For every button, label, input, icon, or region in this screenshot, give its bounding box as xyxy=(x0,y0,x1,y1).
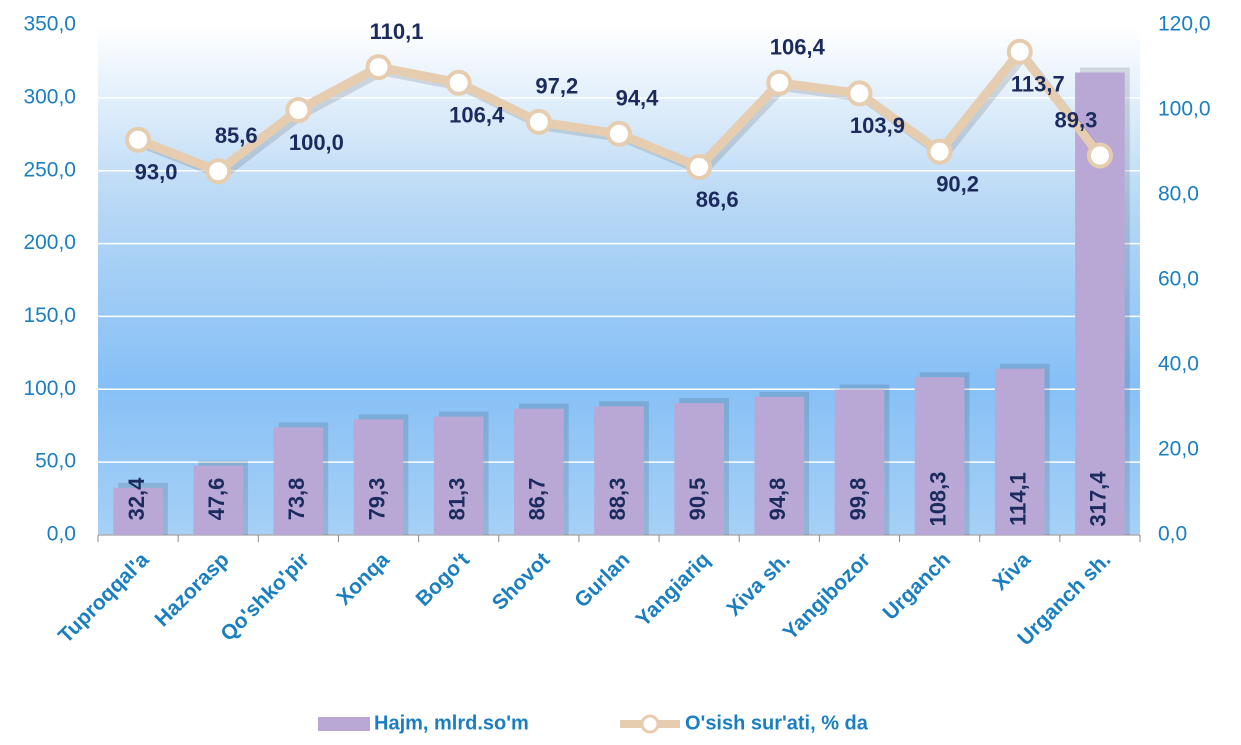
y2-tick-label: 40,0 xyxy=(1158,353,1199,376)
line-marker xyxy=(606,120,632,147)
y-tick-label: 50,0 xyxy=(35,450,76,473)
bar xyxy=(754,396,805,535)
x-tick-label: Bogo't xyxy=(411,548,474,611)
data-label: 317,4 xyxy=(1086,471,1111,527)
line-marker xyxy=(365,54,392,81)
x-tick-label: Yangiariq xyxy=(632,548,715,631)
line-marker xyxy=(686,153,713,180)
data-label: 106,4 xyxy=(770,35,826,60)
y2-tick-label: 120,0 xyxy=(1158,13,1211,36)
bar xyxy=(834,389,885,535)
data-label: 85,6 xyxy=(215,123,258,148)
x-tick-label: Xiva sh. xyxy=(722,548,794,620)
data-label: 94,4 xyxy=(616,86,660,111)
data-label: 90,2 xyxy=(936,171,979,196)
legend-label: O'sish sur'ati, % da xyxy=(685,712,869,734)
bar xyxy=(594,406,644,535)
y2-tick-label: 80,0 xyxy=(1158,183,1199,206)
line-marker xyxy=(125,126,152,153)
line-marker xyxy=(285,97,312,123)
line-marker xyxy=(1006,38,1033,65)
legend-swatch xyxy=(318,717,370,731)
data-label: 113,7 xyxy=(1011,72,1065,97)
bar xyxy=(353,419,404,535)
y-tick-label: 300,0 xyxy=(23,85,76,108)
x-tick-label: Urganch xyxy=(879,548,956,625)
line-marker xyxy=(205,158,232,185)
bar xyxy=(994,368,1045,535)
x-tick-label: Xonqa xyxy=(332,548,394,610)
x-tick-label: Tuproqqal'a xyxy=(54,548,154,648)
legend-swatch xyxy=(640,714,660,734)
bar xyxy=(193,465,244,535)
data-label: 93,0 xyxy=(135,160,178,185)
line-marker xyxy=(525,108,552,135)
y2-tick-label: 0,0 xyxy=(1158,523,1187,546)
data-label: 79,3 xyxy=(364,478,389,521)
y2-tick-label: 20,0 xyxy=(1158,438,1199,461)
y-tick-label: 350,0 xyxy=(23,13,76,36)
line-marker xyxy=(766,69,793,96)
data-label: 110,1 xyxy=(370,19,424,44)
bar xyxy=(273,427,324,535)
x-tick-label: Yangibozor xyxy=(779,548,875,644)
legend-label: Hajm, mlrd.so'm xyxy=(374,712,529,734)
data-label: 73,8 xyxy=(284,478,309,521)
y-tick-label: 150,0 xyxy=(23,304,76,327)
data-label: 89,3 xyxy=(1055,107,1098,132)
bar xyxy=(1075,72,1125,535)
x-tick-label: Hazorasp xyxy=(151,548,234,631)
data-label: 86,6 xyxy=(696,187,739,212)
data-label: 100,0 xyxy=(289,130,344,155)
data-label: 103,9 xyxy=(850,113,905,138)
line-marker xyxy=(846,80,873,107)
data-label: 81,3 xyxy=(445,478,470,521)
y-tick-label: 0,0 xyxy=(47,523,76,546)
data-label: 108,3 xyxy=(925,471,950,526)
y-tick-label: 250,0 xyxy=(23,158,76,181)
data-label: 106,4 xyxy=(449,103,505,128)
x-tick-label: Xiva xyxy=(988,548,1035,595)
x-tick-label: Shovot xyxy=(488,548,555,615)
data-label: 99,8 xyxy=(845,478,870,521)
y-tick-label: 100,0 xyxy=(23,377,76,400)
line-marker xyxy=(1086,142,1113,169)
data-label: 88,3 xyxy=(605,478,630,521)
line-marker xyxy=(445,69,472,96)
data-label: 97,2 xyxy=(535,74,578,99)
bar xyxy=(914,377,965,535)
bar xyxy=(513,408,564,535)
y2-tick-label: 60,0 xyxy=(1158,268,1199,291)
x-tick-label: Gurlan xyxy=(570,548,634,612)
data-label: 94,8 xyxy=(765,478,790,521)
data-label: 90,5 xyxy=(685,478,710,521)
y-tick-label: 200,0 xyxy=(23,231,76,254)
bar xyxy=(433,416,484,535)
bar xyxy=(674,403,725,535)
data-label: 86,7 xyxy=(525,478,550,521)
data-label: 32,4 xyxy=(124,477,149,521)
data-label: 47,6 xyxy=(204,478,229,521)
data-label: 114,1 xyxy=(1006,472,1031,526)
line-marker xyxy=(926,138,953,165)
bar xyxy=(113,487,163,535)
y2-tick-label: 100,0 xyxy=(1158,98,1211,121)
